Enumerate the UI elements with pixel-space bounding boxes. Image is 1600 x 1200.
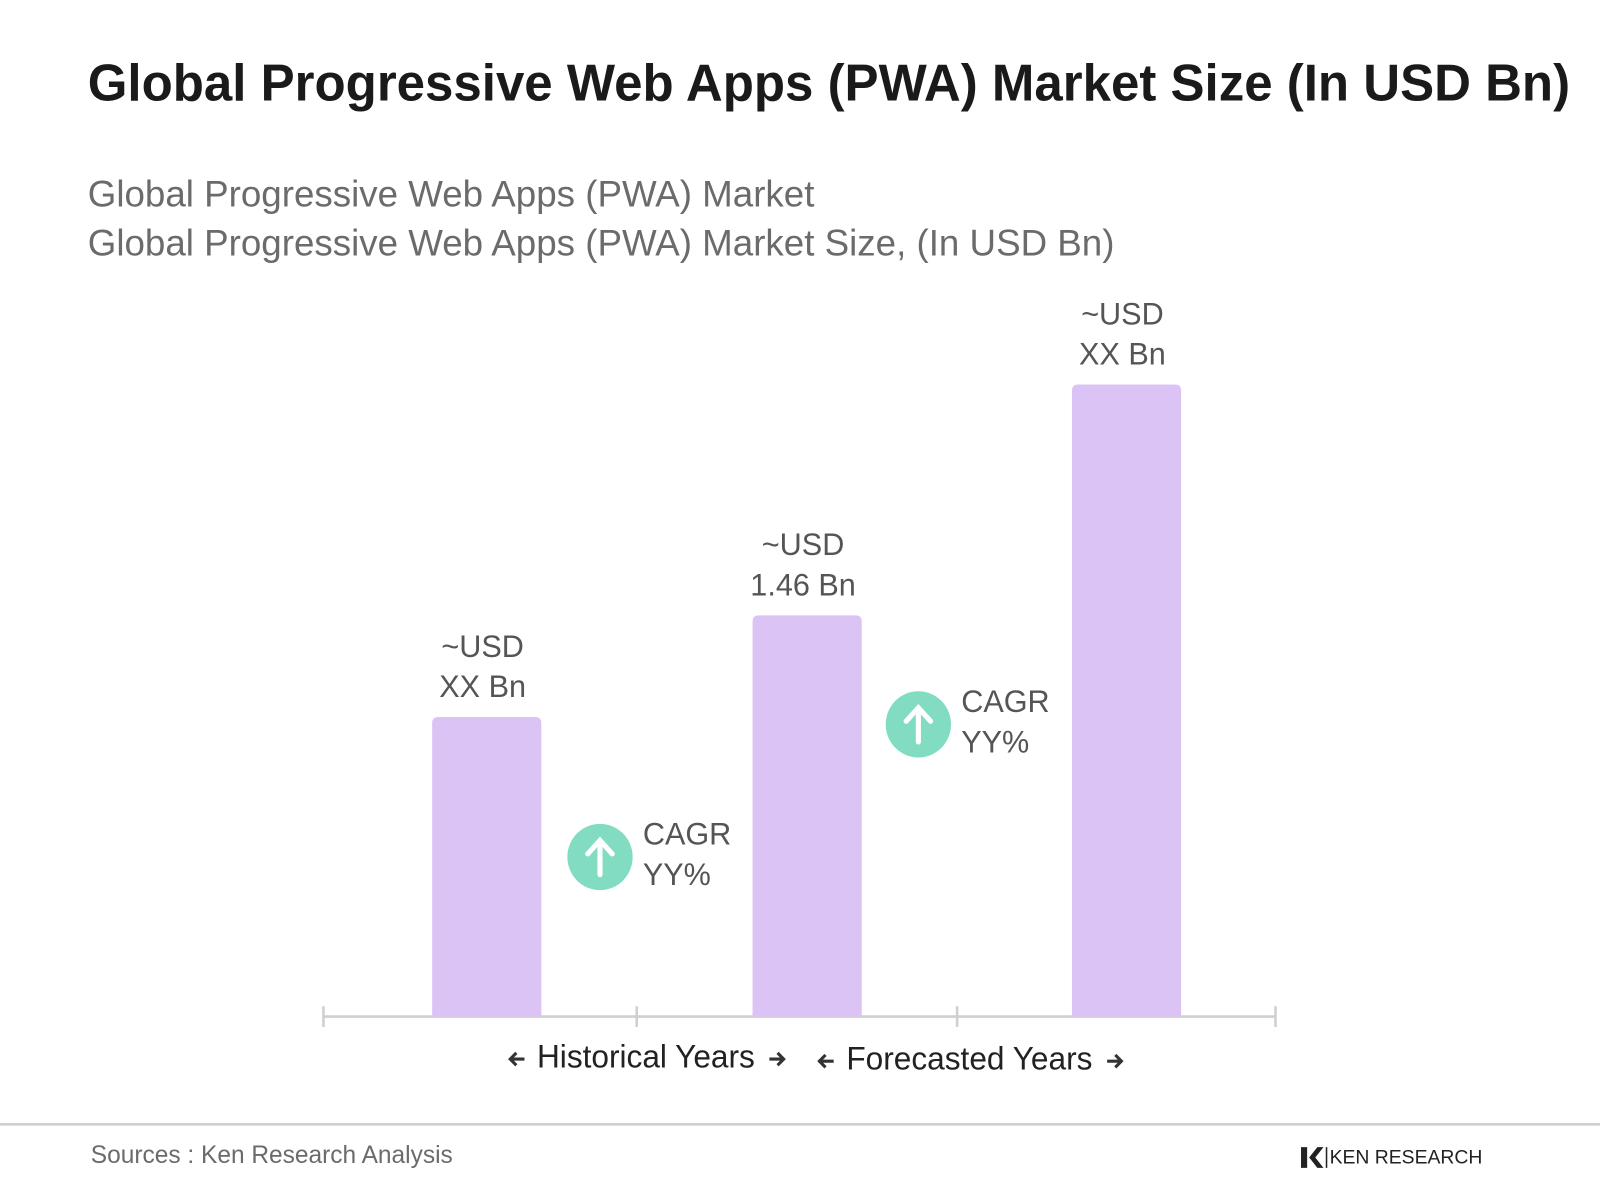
value-label: ~USD — [762, 527, 844, 562]
cagr-arrow — [585, 836, 615, 878]
chart-title: Global Progressive Web Apps (PWA) Market — [88, 172, 815, 214]
cagr-label: CAGR — [961, 684, 1049, 719]
cagr-label: YY% — [643, 857, 711, 892]
bar — [1071, 384, 1182, 1017]
arrow-left — [508, 1051, 525, 1067]
arrow-right — [769, 1051, 786, 1067]
bar — [432, 717, 542, 1017]
period-label: Forecasted Years — [846, 1040, 1092, 1076]
logo-mark — [1301, 1147, 1324, 1168]
value-label: XX Bn — [439, 669, 526, 704]
period-label: Historical Years — [537, 1038, 755, 1074]
period-arrows — [508, 1051, 1124, 1069]
cagr-label: CAGR — [643, 816, 731, 851]
logo: KEN RESEARCH — [1301, 1147, 1482, 1169]
arrow-left — [817, 1053, 834, 1069]
value-label: ~USD — [1081, 296, 1163, 331]
logo-text: KEN RESEARCH — [1330, 1147, 1483, 1169]
value-label: 1.46 Bn — [750, 567, 856, 602]
value-label: XX Bn — [1079, 336, 1166, 371]
value-label: ~USD — [441, 629, 523, 664]
page-title: Global Progressive Web Apps (PWA) Market… — [88, 53, 1570, 111]
source-note: Sources : Ken Research Analysis — [91, 1142, 453, 1169]
chart-subtitle: Global Progressive Web Apps (PWA) Market… — [88, 221, 1115, 263]
cagr-label: YY% — [961, 724, 1029, 759]
arrow-right — [1107, 1053, 1124, 1069]
cagr-arrow — [903, 703, 934, 745]
bar — [752, 615, 862, 1017]
